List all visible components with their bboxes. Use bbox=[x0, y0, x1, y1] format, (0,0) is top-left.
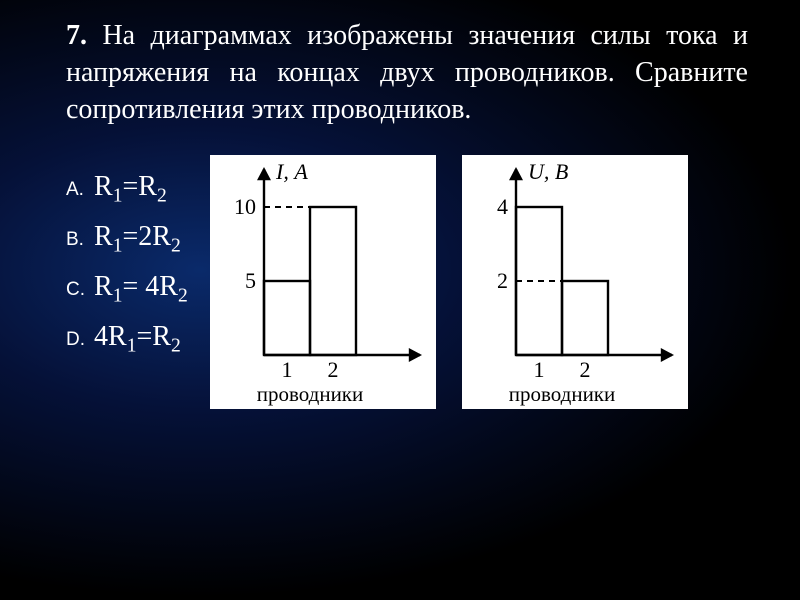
svg-text:1: 1 bbox=[533, 357, 544, 382]
answer-option: A.R1=R2 bbox=[66, 163, 188, 213]
svg-text:5: 5 bbox=[245, 268, 256, 293]
svg-text:2: 2 bbox=[497, 268, 508, 293]
svg-text:1: 1 bbox=[281, 357, 292, 382]
option-expression: R1= 4R2 bbox=[94, 263, 188, 313]
svg-text:2: 2 bbox=[579, 357, 590, 382]
option-letter: A. bbox=[66, 174, 94, 206]
option-letter: D. bbox=[66, 324, 94, 356]
question-text: 7. На диаграммах изображены значения сил… bbox=[66, 18, 748, 129]
svg-text:проводники: проводники bbox=[508, 382, 615, 406]
svg-text:2: 2 bbox=[327, 357, 338, 382]
content-row: A.R1=R2B.R1=2R2C.R1= 4R2D.4R1=R2 510I, А… bbox=[66, 157, 748, 409]
option-expression: R1=R2 bbox=[94, 163, 167, 213]
option-expression: R1=2R2 bbox=[94, 213, 181, 263]
answer-option: D.4R1=R2 bbox=[66, 313, 188, 363]
slide: 7. На диаграммах изображены значения сил… bbox=[0, 0, 800, 600]
chart-voltage: 24U, В12проводники bbox=[462, 155, 688, 409]
svg-text:U, В: U, В bbox=[528, 159, 568, 184]
option-letter: B. bbox=[66, 224, 94, 256]
svg-text:I, А: I, А bbox=[275, 159, 308, 184]
question-number: 7. bbox=[66, 20, 87, 51]
answer-options: A.R1=R2B.R1=2R2C.R1= 4R2D.4R1=R2 bbox=[66, 163, 188, 363]
svg-text:10: 10 bbox=[234, 194, 256, 219]
svg-text:проводники: проводники bbox=[256, 382, 363, 406]
answer-option: B.R1=2R2 bbox=[66, 213, 188, 263]
option-expression: 4R1=R2 bbox=[94, 313, 181, 363]
charts-container: 510I, А12проводники 24U, В12проводники bbox=[210, 155, 688, 409]
answer-option: C.R1= 4R2 bbox=[66, 263, 188, 313]
question-body: На диаграммах изображены значения силы т… bbox=[66, 20, 748, 125]
chart-current: 5 10 I, А 1 2проводники bbox=[210, 155, 436, 409]
option-letter: C. bbox=[66, 274, 94, 306]
svg-text:4: 4 bbox=[497, 194, 508, 219]
